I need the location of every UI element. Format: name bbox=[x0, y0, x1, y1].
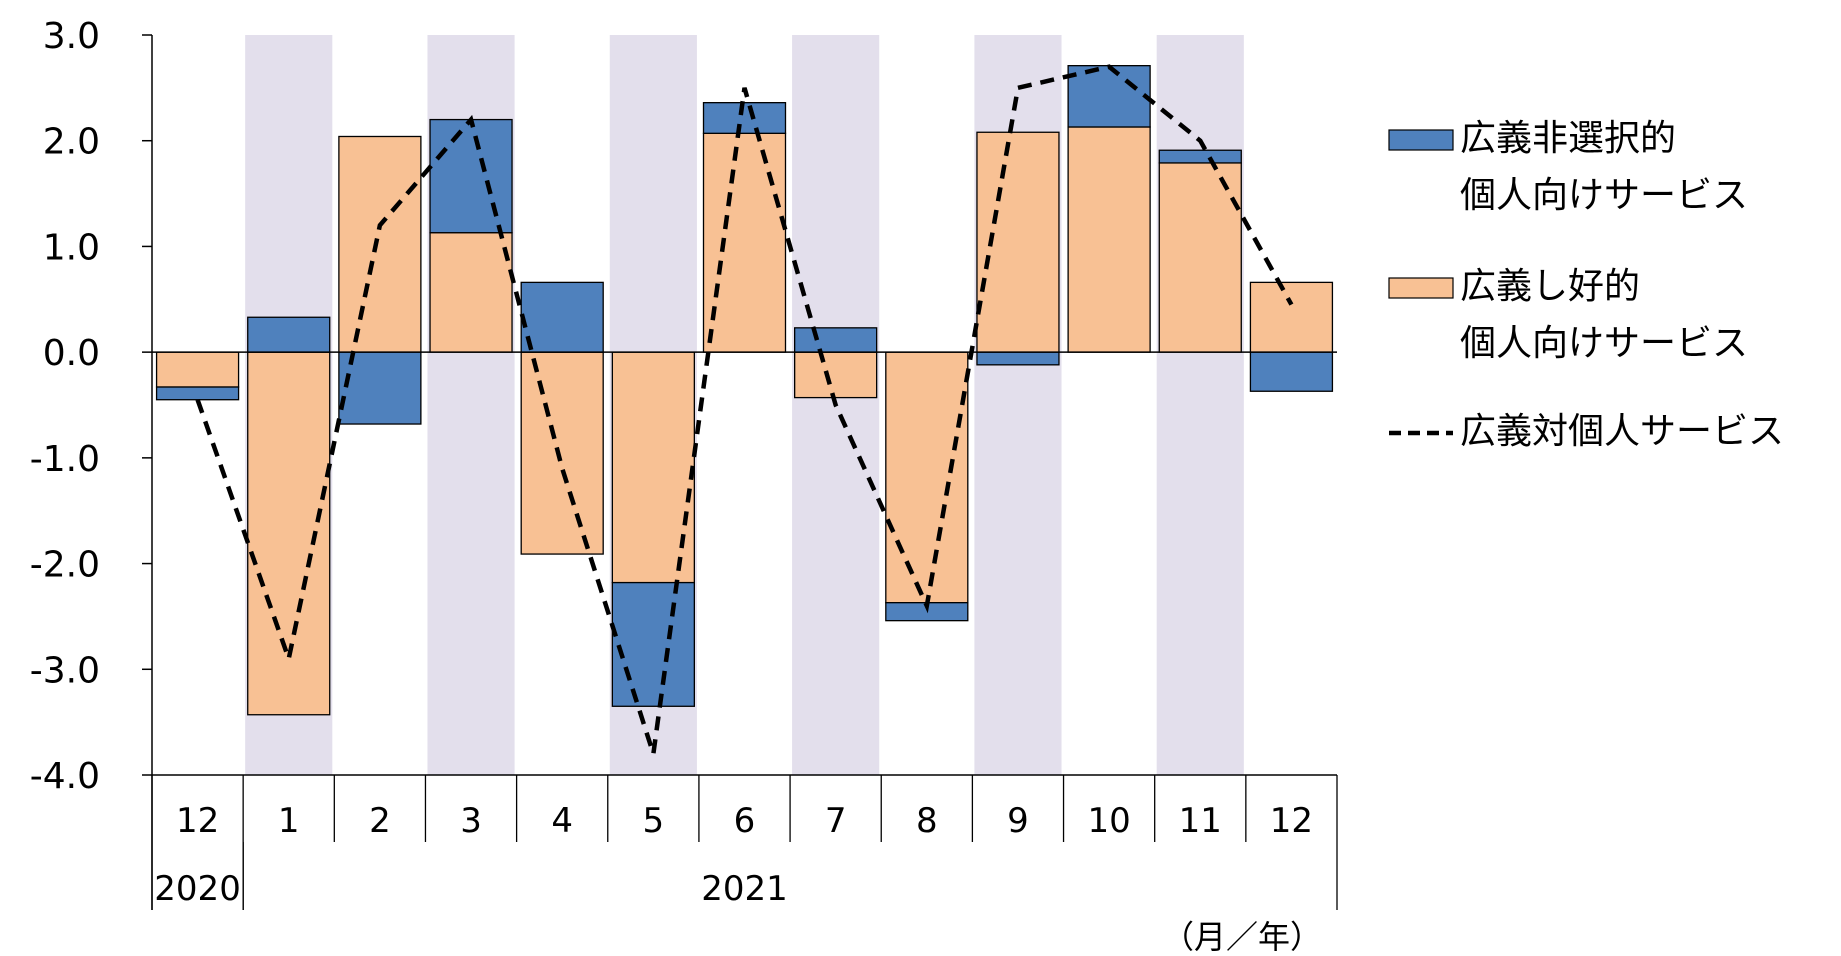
bar-segment-s0-c6 bbox=[702, 132, 787, 353]
x-tick-label: 2 bbox=[369, 801, 391, 841]
shade-band-11 bbox=[1156, 35, 1244, 775]
legend-label: 個人向けサービス bbox=[1460, 175, 1748, 216]
x-tick-label: 9 bbox=[1007, 801, 1029, 841]
line-series-path bbox=[195, 64, 1294, 755]
bar-segment-s1-c9 bbox=[976, 351, 1060, 366]
y-tick-label: -3.0 bbox=[30, 650, 100, 691]
legend-swatch-0 bbox=[1388, 277, 1454, 299]
y-tick-label: -2.0 bbox=[30, 545, 100, 586]
bar-segment-s0-c11 bbox=[1158, 162, 1242, 353]
bar-segment-s1-c4 bbox=[520, 281, 604, 353]
bar-segment-s1-c10 bbox=[1067, 65, 1151, 128]
legend-label: 広義非選択的 bbox=[1460, 118, 1676, 159]
bar-segment-s0-c3 bbox=[429, 232, 513, 353]
legend-label: 広義し好的 bbox=[1460, 266, 1640, 307]
y-tick-label: -4.0 bbox=[30, 756, 100, 797]
x-tick-label: 12 bbox=[1270, 801, 1313, 841]
x-tick-label: 1 bbox=[278, 801, 300, 841]
bar-segment-s0-c8 bbox=[885, 351, 969, 604]
legend-swatch-1 bbox=[1388, 129, 1454, 151]
y-tick-label: 1.0 bbox=[43, 227, 100, 268]
bar-segment-s0-c12 bbox=[1249, 281, 1334, 353]
bar-segment-s1-c6 bbox=[702, 102, 787, 134]
x-tick-label: 5 bbox=[643, 801, 665, 841]
x-tick-label: 7 bbox=[825, 801, 847, 841]
y-tick-label: 3.0 bbox=[43, 16, 100, 57]
unit-label: （月／年） bbox=[1162, 918, 1322, 956]
x-tick-label: 12 bbox=[176, 801, 219, 841]
x-tick-label: 6 bbox=[734, 801, 756, 841]
bar-segment-s1-c1 bbox=[247, 316, 331, 353]
legend-label: 広義対個人サービス bbox=[1460, 411, 1784, 452]
x-tick-label: 11 bbox=[1179, 801, 1222, 841]
bar-segment-s0-c7 bbox=[794, 351, 878, 399]
year-label: 2021 bbox=[701, 869, 788, 909]
x-tick-label: 4 bbox=[551, 801, 573, 841]
bar-segment-s1-c3 bbox=[429, 118, 513, 234]
bar-segment-s0-c4 bbox=[520, 351, 604, 555]
bar-segment-s1-c12 bbox=[1249, 351, 1334, 392]
y-tick-label: 0.0 bbox=[43, 333, 100, 374]
bar-segment-s1-c7 bbox=[794, 327, 878, 353]
bar-segment-s1-c0 bbox=[155, 386, 240, 401]
bar-segment-s0-c0 bbox=[155, 351, 240, 388]
x-tick-label: 8 bbox=[916, 801, 938, 841]
bar-segment-s0-c2 bbox=[338, 135, 422, 353]
y-tick-label: 2.0 bbox=[43, 122, 100, 163]
line-series bbox=[195, 64, 1294, 755]
bar-segment-s1-c5 bbox=[611, 581, 695, 707]
legend-label: 個人向けサービス bbox=[1460, 323, 1748, 364]
axes bbox=[142, 34, 1338, 910]
x-tick-label: 3 bbox=[460, 801, 482, 841]
bar-segment-s0-c10 bbox=[1067, 126, 1151, 353]
bar-segment-s1-c11 bbox=[1158, 149, 1242, 164]
year-label: 2020 bbox=[154, 869, 241, 909]
bar-segment-s0-c1 bbox=[247, 351, 331, 716]
y-tick-label: -1.0 bbox=[30, 439, 100, 480]
bars bbox=[155, 65, 1334, 716]
y-tick-labels: 3.0 2.0 1.0 0.0 -1.0 -2.0 -3.0 -4.0 bbox=[30, 16, 100, 797]
x-tick-label: 10 bbox=[1087, 801, 1130, 841]
